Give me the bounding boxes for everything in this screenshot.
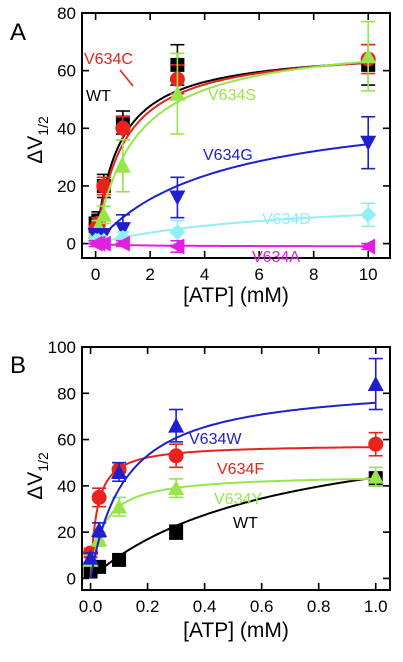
panel-letter: A (10, 19, 26, 46)
data-point (114, 157, 131, 173)
data-point (95, 206, 112, 222)
series-v634a: V634A (87, 235, 376, 266)
data-point (168, 448, 184, 464)
series-wt: WT (83, 471, 383, 580)
fit-curve-v634a (95, 242, 369, 248)
y-axis-label: ΔV1/2 (24, 452, 51, 500)
data-point (111, 498, 128, 514)
data-point (112, 552, 127, 567)
y-tick-label: 80 (57, 4, 76, 23)
x-axis-label: [ATP] (mM) (183, 619, 289, 642)
data-point (82, 549, 99, 565)
series-label: V634S (208, 87, 256, 104)
series-v634g: V634G (87, 115, 377, 245)
series-label: V634W (189, 431, 242, 448)
y-tick-label: 20 (57, 177, 76, 196)
x-tick-label: 1.0 (364, 597, 388, 616)
series-label: V634C (84, 51, 133, 68)
data-point (168, 480, 185, 496)
data-point (169, 85, 186, 101)
y-tick-label: 0 (67, 235, 76, 254)
plot-frame (81, 12, 391, 259)
data-point (368, 436, 384, 452)
data-point (115, 120, 131, 136)
fit-curve-v634d (95, 213, 369, 245)
series-label: V634F (217, 461, 264, 478)
panel-b: 0.0 0.2 0.4 0.6 0.8 1.0 0 20 40 60 80 100 B [ATP] (mM… (10, 338, 391, 642)
data-point (360, 48, 377, 64)
y-tick-label: 40 (57, 119, 76, 138)
data-point (367, 376, 384, 392)
y-tick-label: 100 (48, 338, 76, 357)
x-tick-label: 4 (200, 265, 209, 284)
series-label: V634G (203, 147, 253, 164)
y-tick-label: 60 (57, 62, 76, 81)
series-v634s: V634S (87, 20, 377, 244)
y-axis-label-main: ΔV (24, 472, 47, 500)
fit-curve-v634f (89, 446, 376, 579)
x-tick-label: 2 (145, 265, 154, 284)
data-point (96, 178, 112, 194)
series-label: V634D (262, 211, 311, 228)
series-v634w: V634W (82, 357, 384, 579)
fit-curve-wt (89, 476, 376, 580)
y-axis-label-sub: 1/2 (35, 116, 51, 136)
x-tick-label: 0.0 (79, 597, 103, 616)
data-point (360, 238, 376, 255)
series-v634d: V634D (87, 202, 377, 249)
fit-curve-v634g (94, 143, 369, 245)
y-axis-label-main: ΔV (24, 136, 47, 164)
data-point (169, 190, 186, 206)
fit-curve-v634w (89, 401, 376, 579)
y-tick-label: 20 (57, 523, 76, 542)
fit-curve-v634s (94, 60, 369, 244)
data-point (91, 489, 107, 505)
data-point (367, 468, 384, 484)
x-tick-label: 6 (254, 265, 263, 284)
data-point (360, 135, 377, 151)
x-tick-label: 0.8 (307, 597, 331, 616)
panel-letter: B (10, 352, 26, 379)
y-axis-label-sub: 1/2 (35, 452, 51, 472)
data-point (169, 525, 184, 540)
series-label: V634Y (214, 491, 262, 508)
panel-a: 0 2 4 6 8 10 0 20 40 60 80 A [ATP] (mM) ΔV1/2 WT V634C V… (10, 4, 391, 307)
data-point (111, 463, 128, 479)
data-point (169, 238, 185, 255)
y-tick-label: 40 (57, 477, 76, 496)
x-tick-label: 0.4 (193, 597, 217, 616)
x-tick-label: 8 (309, 265, 318, 284)
data-point (168, 417, 185, 433)
data-point (169, 224, 186, 241)
series-label: WT (86, 88, 111, 105)
x-tick-label: 0.6 (250, 597, 274, 616)
label-leader (119, 69, 134, 87)
x-axis-label: [ATP] (mM) (183, 284, 289, 307)
data-point (95, 235, 111, 252)
series-label: V634A (252, 249, 300, 266)
data-point (114, 222, 131, 238)
series-wt: WT (86, 43, 376, 244)
data-point (114, 235, 130, 252)
x-tick-label: 0 (91, 265, 100, 284)
data-point (360, 206, 377, 223)
y-axis-label: ΔV1/2 (24, 116, 51, 164)
y-tick-label: 60 (57, 431, 76, 450)
x-tick-label: 0.2 (136, 597, 160, 616)
series-v634y: V634Y (82, 466, 384, 579)
x-tick-label: 10 (359, 265, 378, 284)
fit-curve-v634y (89, 477, 376, 579)
plot-frame (81, 346, 391, 591)
series-label: WT (233, 515, 258, 532)
data-point (91, 521, 108, 537)
y-tick-label: 0 (67, 569, 76, 588)
y-tick-label: 80 (57, 384, 76, 403)
